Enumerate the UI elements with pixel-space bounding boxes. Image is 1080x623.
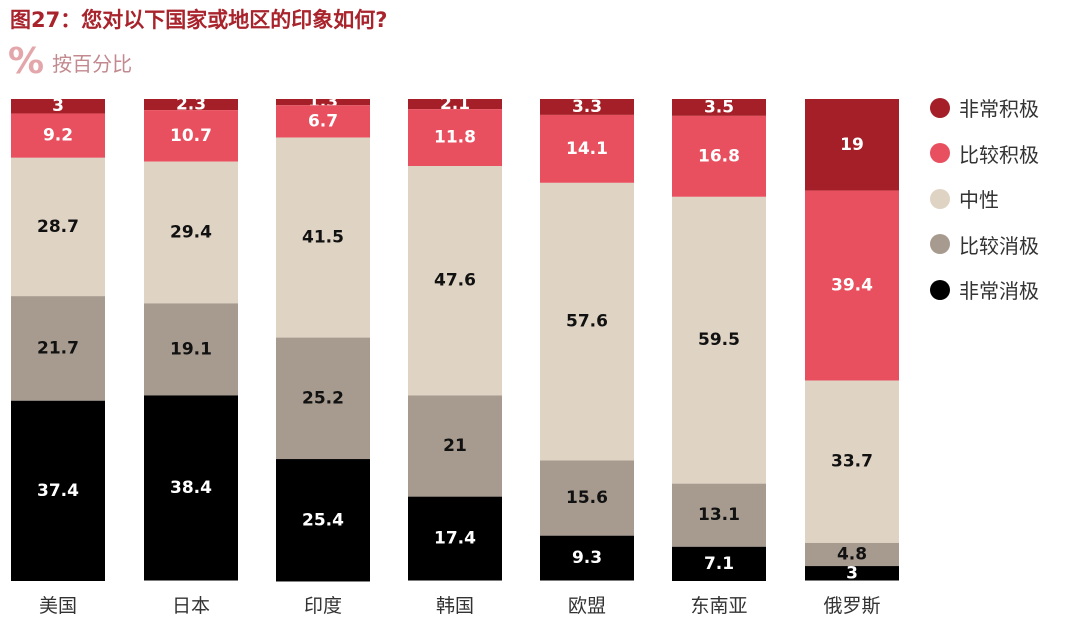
legend-item-4: 非常消极 <box>930 267 1039 313</box>
bar-segment-3-1 <box>408 109 502 166</box>
data-label-3-4: 17.4 <box>434 529 476 549</box>
data-label-6-3: 4.8 <box>837 544 867 564</box>
bar-segment-4-3 <box>540 460 634 536</box>
category-label-4: 欧盟 <box>568 595 606 617</box>
bar-segment-1-0 <box>144 99 238 111</box>
subtitle-text: 按百分比 <box>52 51 133 76</box>
bar-segment-5-1 <box>672 115 766 197</box>
bar-segment-6-1 <box>805 190 899 381</box>
legend-label: 中性 <box>959 188 999 213</box>
data-label-6-4: 3 <box>846 563 858 583</box>
data-label-4-0: 3.3 <box>572 97 602 117</box>
data-label-4-3: 15.6 <box>566 488 608 508</box>
bar-segment-0-2 <box>11 157 105 297</box>
bar-segment-2-3 <box>276 337 370 460</box>
data-label-0-4: 37.4 <box>37 481 79 501</box>
bar-segment-1-3 <box>144 303 238 396</box>
legend-label: 非常消极 <box>959 279 1039 304</box>
bar-segment-2-0 <box>276 99 370 106</box>
legend-item-2: 中性 <box>930 176 1039 222</box>
data-label-3-2: 47.6 <box>434 271 476 291</box>
legend: 非常积极比较积极中性比较消极非常消极 <box>930 85 1039 313</box>
bar-segment-2-1 <box>276 105 370 138</box>
bar-segment-1-1 <box>144 110 238 162</box>
data-label-1-0: 2.3 <box>176 95 206 115</box>
data-label-1-3: 19.1 <box>170 339 212 359</box>
data-label-2-3: 25.2 <box>302 388 344 408</box>
data-label-0-0: 3 <box>52 96 64 116</box>
bar-segment-3-4 <box>408 496 502 581</box>
data-label-1-4: 38.4 <box>170 478 212 498</box>
legend-label: 比较积极 <box>959 142 1039 167</box>
bar-segment-3-0 <box>408 99 502 110</box>
category-label-0: 美国 <box>39 595 77 617</box>
chart-title: 图27：您对以下国家或地区的印象如何? <box>10 8 388 32</box>
legend-item-0: 非常积极 <box>930 85 1039 131</box>
bar-segment-0-3 <box>11 296 105 401</box>
data-label-4-1: 14.1 <box>566 139 608 159</box>
legend-dot-icon <box>930 143 950 164</box>
bar-segment-5-2 <box>672 196 766 484</box>
legend-dot-icon <box>930 97 950 118</box>
bar-segment-4-0 <box>540 99 634 115</box>
bar-segment-4-2 <box>540 182 634 461</box>
data-label-4-4: 9.3 <box>572 548 602 568</box>
bar-segment-3-3 <box>408 395 502 497</box>
data-label-2-2: 41.5 <box>302 228 344 248</box>
data-label-2-1: 6.7 <box>308 111 338 131</box>
bar-segment-6-3 <box>805 542 899 567</box>
bar-segment-2-4 <box>276 459 370 582</box>
data-label-5-1: 16.8 <box>698 146 740 166</box>
data-label-1-1: 10.7 <box>170 126 212 146</box>
bar-segment-5-0 <box>672 99 766 116</box>
data-label-1-2: 29.4 <box>170 223 212 243</box>
bar-segment-6-4 <box>805 566 899 581</box>
bar-segment-6-2 <box>805 380 899 543</box>
category-label-5: 东南亚 <box>690 595 747 617</box>
bar-segment-1-4 <box>144 395 238 581</box>
data-label-0-1: 9.2 <box>43 126 73 146</box>
data-label-6-0: 19 <box>840 135 864 155</box>
data-label-5-2: 59.5 <box>698 330 740 350</box>
bar-segment-3-2 <box>408 165 502 396</box>
legend-label: 非常积极 <box>959 97 1039 122</box>
legend-item-3: 比较消极 <box>930 222 1039 268</box>
legend-item-1: 比较积极 <box>930 131 1039 177</box>
bar-segment-5-4 <box>672 546 766 581</box>
data-label-3-1: 11.8 <box>434 128 476 148</box>
data-label-5-3: 13.1 <box>698 505 740 525</box>
legend-dot-icon <box>930 188 950 209</box>
bar-segment-0-1 <box>11 113 105 158</box>
subtitle: % 按百分比 <box>8 44 132 80</box>
percent-icon: % <box>8 41 45 82</box>
data-label-5-4: 7.1 <box>704 554 734 574</box>
data-label-0-2: 28.7 <box>37 217 79 237</box>
bar-segment-2-2 <box>276 137 370 338</box>
bar-segment-0-4 <box>11 400 105 581</box>
category-label-2: 印度 <box>304 595 342 617</box>
bar-segment-6-0 <box>805 99 899 191</box>
bar-segment-1-2 <box>144 161 238 304</box>
data-label-6-2: 33.7 <box>831 452 873 472</box>
legend-dot-icon <box>930 279 950 300</box>
legend-label: 比较消极 <box>959 233 1039 258</box>
data-label-2-4: 25.4 <box>302 510 344 530</box>
legend-dot-icon <box>930 234 950 255</box>
data-label-6-1: 39.4 <box>831 276 873 296</box>
category-label-1: 日本 <box>172 595 210 617</box>
bar-segment-4-1 <box>540 114 634 183</box>
data-label-3-0: 2.1 <box>440 94 470 114</box>
bar-segment-4-4 <box>540 535 634 581</box>
data-label-0-3: 21.7 <box>37 338 79 358</box>
bar-segment-0-0 <box>11 99 105 114</box>
category-label-3: 韩国 <box>436 595 474 617</box>
data-label-3-3: 21 <box>443 436 467 456</box>
bar-segment-5-3 <box>672 483 766 547</box>
category-label-6: 俄罗斯 <box>823 595 880 617</box>
data-label-5-0: 3.5 <box>704 97 734 117</box>
data-label-4-2: 57.6 <box>566 312 608 332</box>
